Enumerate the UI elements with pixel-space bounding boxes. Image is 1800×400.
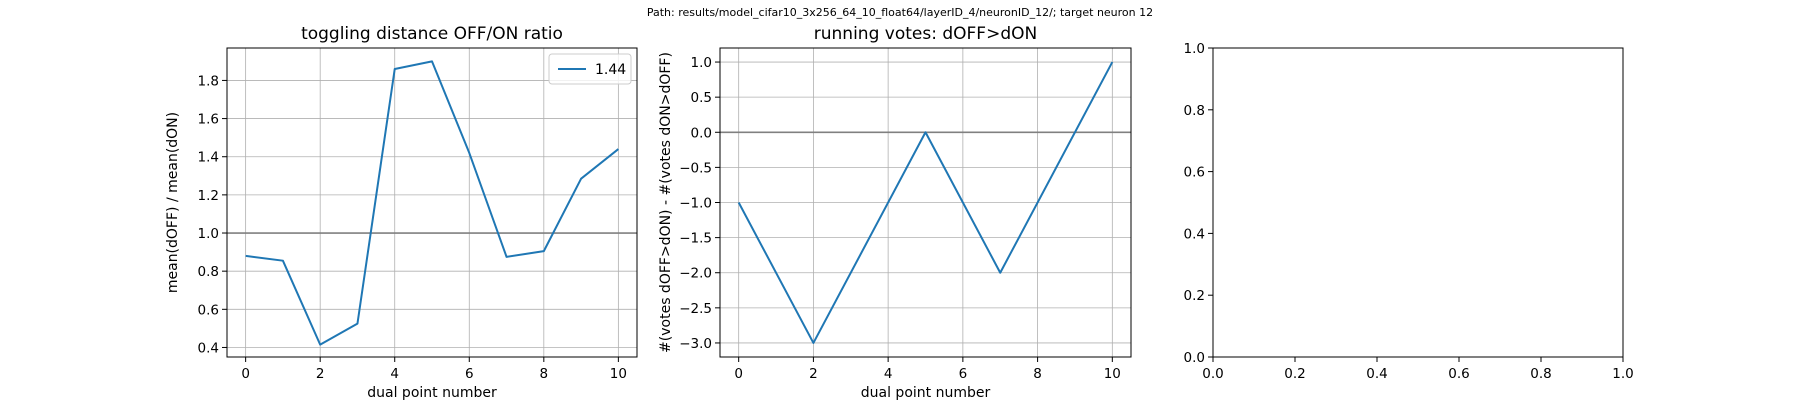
y-tick-label: 0.8 [198,264,219,280]
x-tick-label: 2 [316,366,325,382]
x-tick-label: 10 [1104,366,1121,382]
chart-panel-3: 0.0 0.2 0.4 0.6 0.8 1.0 0.0 0.2 0.4 0.6 0.8 1.0 [1184,41,1634,382]
x-tick-label: 6 [959,366,968,382]
y-tick-label: 0.0 [691,125,712,141]
x-tick-label: 0 [734,366,743,382]
x-tick-label: 1.0 [1612,366,1633,382]
chart-panel-1: 0 2 4 6 8 10 0.4 0.6 0.8 1.0 1.2 1.4 1.6 1.8 toggling … [165,24,638,400]
x-tick-label: 0.0 [1202,366,1223,382]
series-line-1 [737,61,1114,344]
chart-title: toggling distance OFF/ON ratio [301,24,563,44]
x-tick-label: 8 [540,366,549,382]
x-tick-label: 8 [1033,366,1042,382]
x-axis-label: dual point number [367,385,497,400]
y-tick-label: 0.5 [691,90,712,106]
y-tick-label: 0.4 [198,340,219,356]
y-tick-label: −2.5 [679,301,712,317]
y-tick-label: 1.0 [691,55,712,71]
x-tick-label: 4 [390,366,399,382]
y-tick-label: 1.6 [198,112,219,128]
y-tick-label: 0.6 [1184,165,1205,181]
x-axis-label: dual point number [861,385,991,400]
axes-frame [1212,47,1624,358]
axes-frame [226,47,638,358]
y-tick-label: −0.5 [679,160,712,176]
x-tick-label: 0 [241,366,250,382]
series-line-1 [245,60,619,346]
chart-title: running votes: dOFF>dON [814,24,1037,44]
x-tick-label: 2 [809,366,818,382]
y-tick-label: −1.5 [679,231,712,247]
y-axis-label: mean(dOFF) / mean(dON) [165,112,181,293]
y-tick-label: 0.6 [198,302,219,318]
y-tick-label: 1.0 [1184,41,1205,57]
legend-box [548,53,632,85]
y-tick-label: 1.8 [198,73,219,89]
y-tick-label: −2.0 [679,266,712,282]
x-tick-label: 0.8 [1530,366,1551,382]
y-tick-label: 0.8 [1184,103,1205,119]
y-tick-label: 0.2 [1184,288,1205,304]
x-tick-label: 4 [884,366,893,382]
y-axis-label: #(votes dOFF>dON) - #(votes dON>dOFF) [658,52,674,353]
legend: 1.44 [548,53,632,85]
x-tick-label: 0.6 [1448,366,1469,382]
x-tick-label: 6 [465,366,474,382]
y-tick-label: 0.4 [1184,226,1205,242]
y-tick-label: 0.0 [1184,350,1205,366]
x-tick-label: 0.2 [1284,366,1305,382]
y-tick-label: −1.0 [679,196,712,212]
x-tick-label: 10 [610,366,627,382]
y-tick-label: 1.0 [198,226,219,242]
y-tick-label: −3.0 [679,336,712,352]
x-tick-label: 0.4 [1366,366,1387,382]
legend-entry: 1.44 [595,62,626,78]
y-tick-label: 1.4 [198,150,219,166]
y-tick-label: 1.2 [198,188,219,204]
figure-suptitle: Path: results/model_cifar10_3x256_64_10_… [647,6,1153,19]
chart-panel-2: 0 2 4 6 8 10 −3.0 −2.5 −2.0 −1.5 −1.0 −0.5 0.0 0.5 1.0… [658,24,1132,400]
